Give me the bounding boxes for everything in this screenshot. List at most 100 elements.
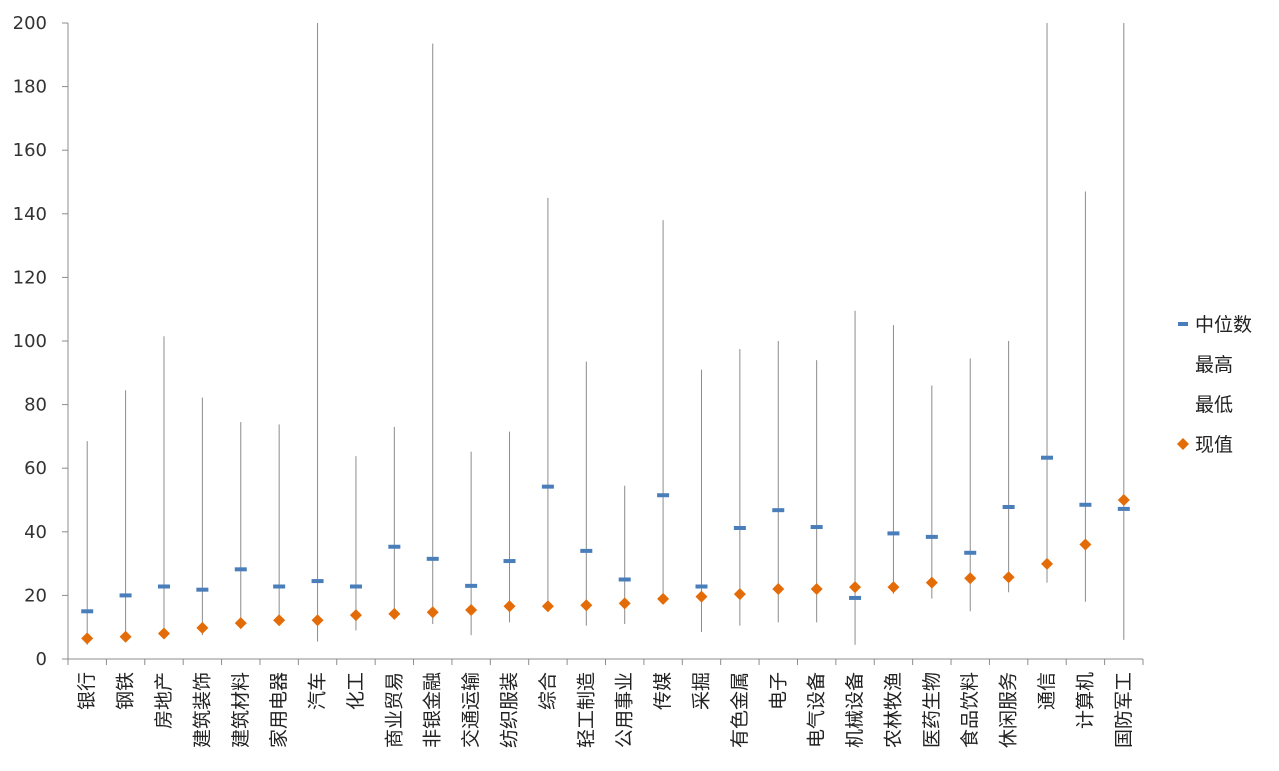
median-mark xyxy=(81,609,94,614)
median-mark xyxy=(349,584,362,589)
x-category-label: 电气设备 xyxy=(806,672,828,748)
x-category-label: 农林牧渔 xyxy=(882,672,904,748)
current-value-point xyxy=(849,581,862,594)
current-value-point xyxy=(810,583,823,596)
x-category-label: 家用电器 xyxy=(268,672,290,748)
current-value-point xyxy=(388,607,401,620)
x-category-label: 建筑装饰 xyxy=(191,672,213,748)
x-category-label: 轻工制造 xyxy=(575,672,597,748)
median-mark xyxy=(964,550,977,555)
current-value-point xyxy=(465,604,478,617)
x-category-label: 有色金属 xyxy=(729,672,751,748)
legend-low-label: 最低 xyxy=(1195,394,1233,416)
median-mark xyxy=(810,525,823,530)
x-category-label: 计算机 xyxy=(1074,672,1096,729)
median-mark xyxy=(196,587,209,592)
y-tick-label: 40 xyxy=(24,522,47,543)
current-value-point xyxy=(503,600,516,613)
y-axis: 0 20 40 60 80 100 120 140 160 180 200 xyxy=(13,13,69,670)
current-value-point xyxy=(1079,538,1092,551)
x-category-label: 房地产 xyxy=(153,672,175,729)
current-value-point xyxy=(925,576,938,589)
current-value-point xyxy=(349,609,362,622)
median-mark xyxy=(426,556,439,561)
x-category-label: 机械设备 xyxy=(844,672,866,748)
current-value-series xyxy=(81,494,1130,645)
x-category-label: 通信 xyxy=(1036,672,1058,710)
x-category-label: 采掘 xyxy=(690,672,712,710)
x-category-label: 医药生物 xyxy=(921,672,943,748)
current-value-point xyxy=(157,627,170,640)
median-mark xyxy=(1117,506,1130,511)
median-mark xyxy=(1002,504,1015,509)
current-value-point xyxy=(772,583,785,596)
median-mark xyxy=(503,559,516,564)
median-mark xyxy=(388,544,401,549)
y-tick-label: 180 xyxy=(13,77,47,98)
y-tick-label: 100 xyxy=(13,331,47,352)
median-mark xyxy=(657,493,670,498)
x-category-label: 食品饮料 xyxy=(959,672,981,748)
current-value-point xyxy=(695,590,708,603)
median-mark xyxy=(157,584,170,589)
x-category-label: 钢铁 xyxy=(115,672,137,710)
current-value-point xyxy=(1002,571,1015,584)
current-value-point xyxy=(657,592,670,605)
current-value-point xyxy=(618,597,631,610)
y-tick-label: 80 xyxy=(24,395,47,416)
x-category-label: 交通运输 xyxy=(460,672,482,748)
x-category-label: 休闲服务 xyxy=(998,672,1020,748)
x-category-label: 商业贸易 xyxy=(383,672,405,748)
legend-median-label: 中位数 xyxy=(1195,314,1252,336)
median-mark xyxy=(887,531,900,536)
median-mark xyxy=(849,595,862,600)
median-mark xyxy=(541,484,554,489)
median-mark xyxy=(465,583,478,588)
x-category-label: 公用事业 xyxy=(614,672,636,748)
current-value-point xyxy=(541,600,554,613)
legend-current-swatch xyxy=(1177,438,1189,450)
x-axis: 银行 钢铁 房地产 建筑装饰 建筑材料 家用电器 汽车 化工 商业贸易 非银金融 交通运输 纺织服装综… xyxy=(67,658,1144,748)
current-value-point xyxy=(196,621,209,634)
legend: 中位数 最高 最低 现值 xyxy=(1177,314,1252,456)
y-tick-label: 20 xyxy=(24,585,47,606)
x-category-label: 化工 xyxy=(345,672,367,710)
median-mark xyxy=(695,584,708,589)
y-tick-label: 0 xyxy=(36,649,47,670)
legend-median-swatch xyxy=(1178,322,1188,326)
current-value-point xyxy=(119,630,132,643)
median-mark xyxy=(772,508,785,513)
x-category-label: 建筑材料 xyxy=(230,672,252,748)
current-value-point xyxy=(964,572,977,585)
current-value-point xyxy=(81,632,94,645)
current-value-point xyxy=(234,617,247,630)
median-mark xyxy=(311,579,324,584)
y-tick-label: 120 xyxy=(13,267,47,288)
x-category-label: 纺织服装 xyxy=(499,672,521,748)
y-tick-label: 160 xyxy=(13,140,47,161)
x-category-label: 电子 xyxy=(767,672,789,710)
x-category-label: 汽车 xyxy=(307,672,329,710)
median-mark xyxy=(618,577,631,582)
median-mark xyxy=(580,548,593,553)
median-series xyxy=(81,455,1130,614)
median-mark xyxy=(1079,502,1092,507)
current-value-point xyxy=(580,599,593,612)
median-mark xyxy=(925,534,938,539)
x-category-label: 综合 xyxy=(537,672,559,710)
current-value-point xyxy=(733,588,746,601)
x-category-label: 非银金融 xyxy=(422,672,444,748)
current-value-point xyxy=(273,614,286,627)
y-tick-label: 60 xyxy=(24,458,47,479)
legend-high-label: 最高 xyxy=(1195,354,1233,376)
median-mark xyxy=(733,525,746,530)
current-value-point xyxy=(887,581,900,594)
median-mark xyxy=(119,593,132,598)
x-category-label: 国防军工 xyxy=(1113,672,1135,748)
current-value-point xyxy=(1117,494,1130,506)
y-tick-label: 200 xyxy=(13,13,47,34)
x-category-label: 传媒 xyxy=(652,672,674,710)
median-mark xyxy=(273,584,286,589)
median-mark xyxy=(1041,455,1054,460)
